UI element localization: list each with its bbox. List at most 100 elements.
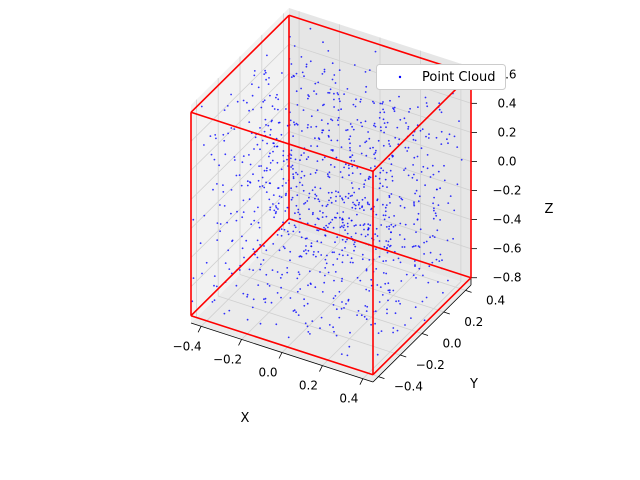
z-tick-label: −0.8: [492, 271, 521, 285]
data-point: [222, 191, 225, 193]
data-point: [324, 258, 327, 261]
data-point: [331, 218, 334, 221]
data-point: [344, 240, 347, 243]
data-point: [319, 327, 321, 330]
data-point: [389, 145, 392, 148]
data-point: [374, 175, 377, 178]
data-point: [236, 100, 239, 103]
data-point: [343, 93, 345, 95]
data-point: [388, 158, 391, 160]
data-point: [349, 146, 351, 149]
data-point: [258, 226, 261, 229]
data-point: [333, 74, 336, 76]
data-point: [231, 240, 233, 243]
data-point: [438, 102, 441, 105]
data-point: [379, 286, 382, 288]
data-point: [339, 216, 341, 219]
data-point: [378, 240, 381, 242]
data-point: [289, 119, 292, 122]
data-point: [327, 175, 330, 178]
data-point: [342, 254, 344, 257]
data-point: [382, 144, 385, 147]
data-point: [330, 139, 333, 142]
data-point: [308, 196, 310, 199]
data-point: [318, 138, 321, 141]
data-point: [284, 210, 287, 212]
data-point: [367, 131, 369, 133]
data-point: [265, 273, 268, 276]
data-point: [419, 129, 422, 132]
data-point: [219, 230, 222, 233]
data-point: [380, 224, 383, 226]
data-point: [235, 174, 238, 177]
data-point: [353, 160, 356, 162]
data-point: [366, 203, 369, 205]
data-point: [200, 105, 203, 108]
data-point: [333, 330, 335, 333]
data-point: [275, 205, 277, 207]
data-point: [319, 187, 322, 190]
data-point: [290, 166, 292, 168]
data-point: [316, 217, 319, 220]
data-point: [307, 331, 310, 333]
x-tick-mark: [359, 378, 364, 385]
data-point: [335, 334, 338, 337]
data-point: [246, 101, 248, 104]
data-point: [406, 150, 409, 152]
data-point: [350, 257, 353, 260]
data-point: [227, 132, 230, 135]
data-point: [322, 211, 324, 214]
data-point: [226, 221, 229, 224]
legend: Point Cloud: [376, 64, 506, 90]
data-point: [282, 221, 284, 224]
data-point: [377, 139, 380, 142]
data-point: [242, 211, 245, 214]
x-tick-mark: [197, 326, 202, 333]
data-point: [344, 195, 347, 198]
data-point: [306, 200, 309, 202]
data-point: [254, 253, 256, 256]
data-point: [347, 192, 350, 195]
data-point: [259, 322, 262, 325]
data-point: [388, 194, 391, 197]
data-point: [307, 94, 309, 96]
data-point: [260, 165, 262, 167]
data-point: [303, 203, 305, 205]
data-point: [272, 203, 274, 205]
data-point: [286, 230, 289, 233]
data-point: [407, 174, 410, 177]
data-point: [338, 253, 341, 256]
data-point: [370, 284, 373, 287]
data-point: [383, 131, 385, 134]
data-point: [360, 121, 362, 124]
data-point: [203, 214, 206, 217]
data-point: [356, 119, 359, 121]
data-point: [321, 73, 324, 75]
data-point: [254, 136, 257, 139]
data-point: [360, 314, 363, 317]
data-point: [215, 285, 218, 288]
data-point: [381, 102, 384, 105]
data-point: [426, 154, 429, 156]
data-point: [403, 246, 406, 248]
data-point: [382, 272, 385, 274]
data-point: [392, 331, 394, 334]
data-point: [265, 191, 268, 194]
data-point: [341, 277, 343, 280]
data-point: [264, 301, 267, 304]
data-point: [290, 198, 293, 201]
data-point: [440, 143, 443, 146]
data-point: [343, 307, 345, 309]
data-point: [429, 251, 432, 254]
data-point: [317, 81, 320, 84]
data-point: [403, 238, 406, 241]
data-point: [333, 216, 336, 219]
data-point: [351, 154, 354, 157]
data-point: [286, 124, 289, 127]
data-point: [374, 151, 377, 154]
data-point: [317, 198, 320, 201]
data-point: [369, 167, 372, 169]
data-point: [264, 71, 267, 74]
data-point: [314, 286, 317, 289]
data-point: [249, 181, 252, 184]
